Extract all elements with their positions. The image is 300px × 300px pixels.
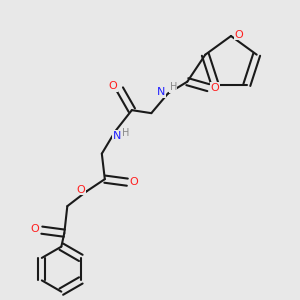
- Text: O: O: [31, 224, 40, 234]
- Text: O: O: [109, 81, 118, 91]
- Text: O: O: [76, 185, 85, 195]
- Text: N: N: [112, 131, 121, 141]
- Text: H: H: [169, 82, 177, 92]
- Text: O: O: [211, 83, 219, 93]
- Text: O: O: [234, 29, 243, 40]
- Text: O: O: [130, 177, 138, 187]
- Text: N: N: [157, 87, 165, 97]
- Text: H: H: [122, 128, 130, 138]
